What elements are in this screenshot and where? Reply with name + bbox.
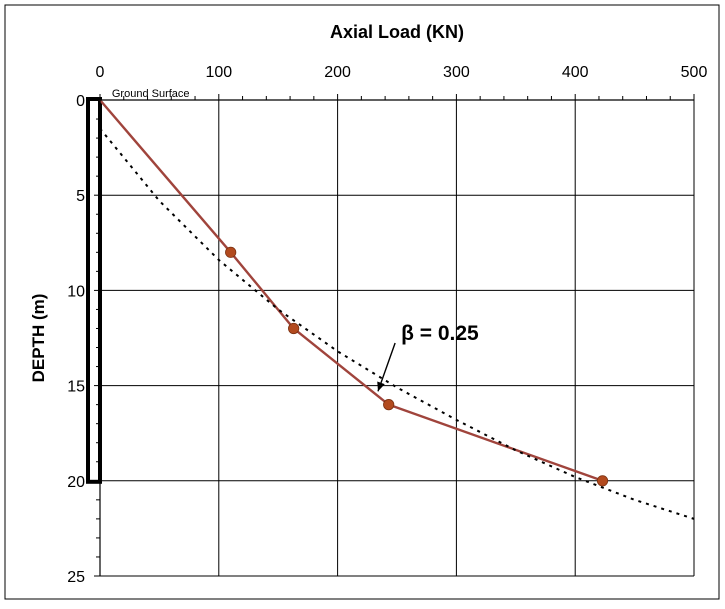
y-tick-label: 5 (76, 188, 85, 205)
x-tick-label: 300 (443, 64, 470, 81)
y-tick-label: 0 (76, 93, 85, 110)
y-tick-label: 20 (67, 474, 85, 491)
y-axis-label: DEPTH (m) (29, 294, 48, 383)
x-tick-label: 100 (205, 64, 232, 81)
series-layer (99, 99, 695, 520)
annotation-arrow-head (377, 381, 385, 392)
y-tick-label: 10 (67, 283, 85, 300)
y-tick-label: 15 (67, 379, 85, 396)
x-tick-label: 500 (681, 64, 708, 81)
x-tick-label: 200 (324, 64, 351, 81)
x-tick-label: 400 (562, 64, 589, 81)
labels: 0 100 200 300 400 500 0 5 10 15 20 25 Axial Load (KN… (29, 22, 707, 586)
ground-surface-label: Ground Surface (112, 88, 190, 100)
beta-annotation: β = 0.25 (401, 322, 479, 345)
data-point (288, 322, 300, 335)
y-tick-label: 25 (67, 569, 85, 586)
ticks (94, 94, 695, 577)
x-tick-label: 0 (96, 64, 105, 81)
data-point (383, 399, 395, 411)
chart-border (4, 4, 720, 600)
chart-title: Axial Load (KN) (330, 22, 464, 42)
beta-curve-line (99, 127, 695, 520)
data-point (225, 246, 237, 258)
data-point (596, 475, 609, 487)
grid (100, 100, 695, 577)
